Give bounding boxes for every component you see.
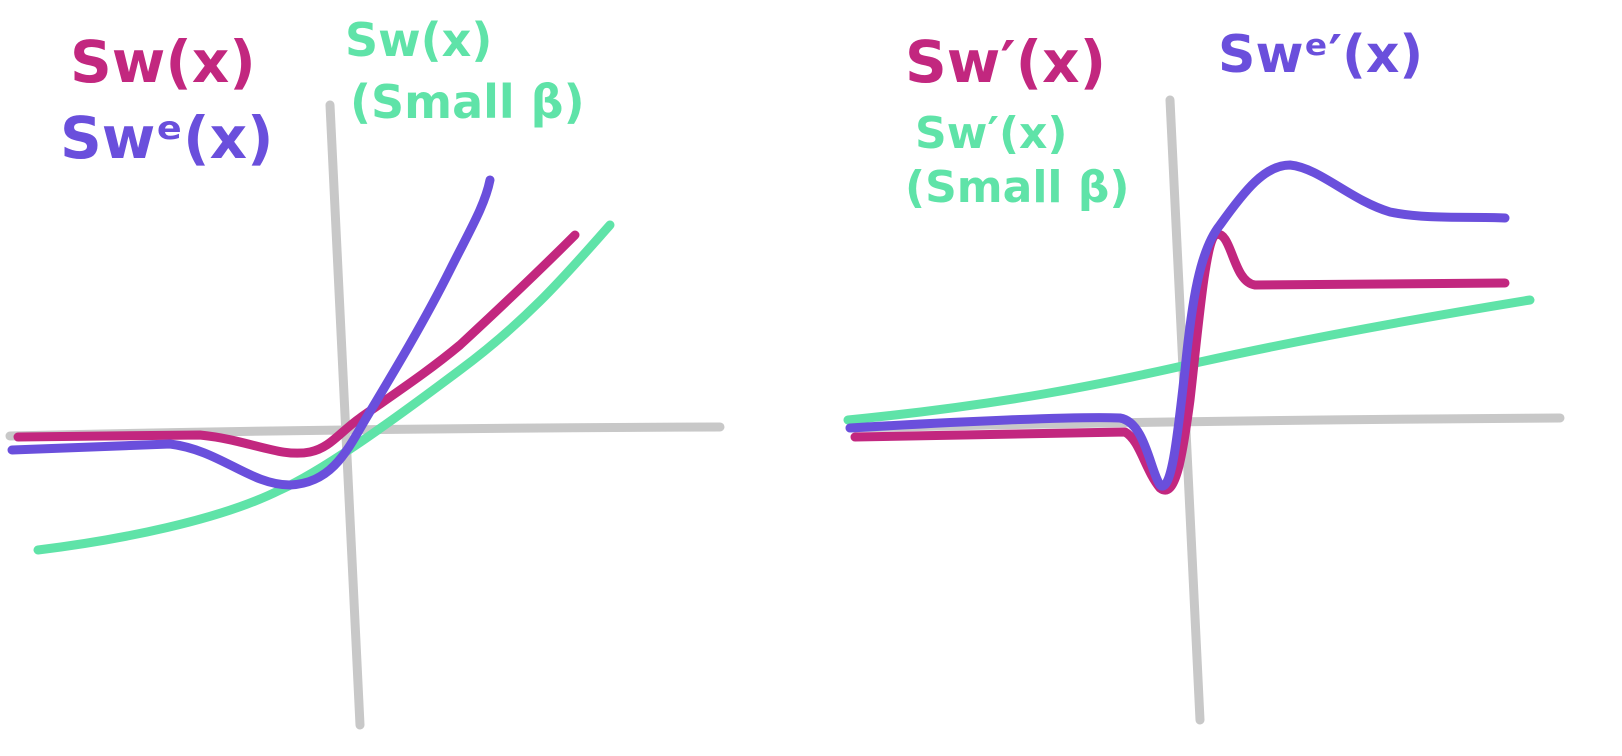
curve-swish-derivative-small-beta [843,295,1535,425]
label: (Small β) [350,75,585,129]
left-panel: Sw(x) Swᵉ(x) Sw(x) (Small β) [5,13,725,730]
label: Sw′(x) [905,28,1106,96]
label: Swᵉ′(x) [1218,25,1423,85]
label: Swᵉ(x) [60,104,274,172]
label: Sw′(x) [915,108,1068,159]
curve-swish-e-derivative [845,160,1510,491]
label: Sw(x) [345,13,492,67]
label: (Small β) [905,162,1129,213]
label: Sw(x) [70,28,256,96]
right-panel: Sw′(x) Swᵉ′(x) Sw′(x) (Small β) [843,25,1565,725]
curve-swish-e [7,175,495,490]
y-axis [325,100,365,730]
curve-swish-small-beta [33,220,615,555]
